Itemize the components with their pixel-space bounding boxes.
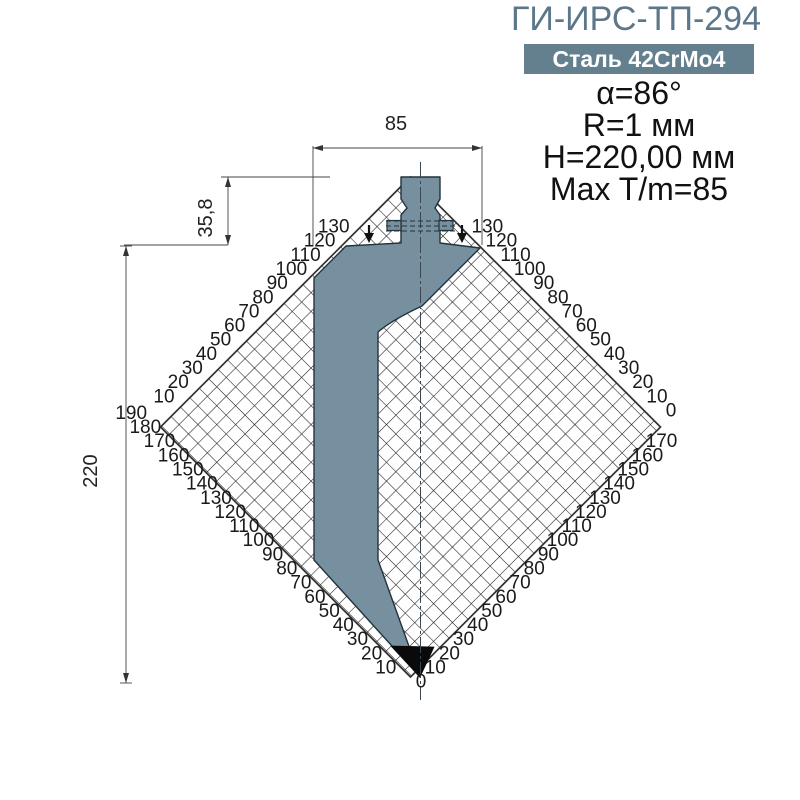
svg-text:170: 170: [646, 431, 678, 452]
svg-text:H=220,00 мм: H=220,00 мм: [543, 139, 736, 175]
svg-text:Max T/m=85: Max T/m=85: [550, 171, 728, 207]
svg-text:130: 130: [471, 217, 503, 238]
svg-text:220: 220: [80, 454, 102, 487]
svg-text:85: 85: [385, 113, 407, 135]
svg-text:R=1 мм: R=1 мм: [583, 107, 695, 143]
svg-text:Сталь 42CrMo4: Сталь 42CrMo4: [553, 46, 726, 72]
svg-text:ГИ-ИРС-ТП-294: ГИ-ИРС-ТП-294: [511, 0, 761, 38]
svg-text:190: 190: [115, 403, 147, 424]
svg-text:35,8: 35,8: [195, 199, 217, 238]
svg-text:130: 130: [318, 217, 350, 238]
svg-text:α=86°: α=86°: [596, 75, 682, 111]
